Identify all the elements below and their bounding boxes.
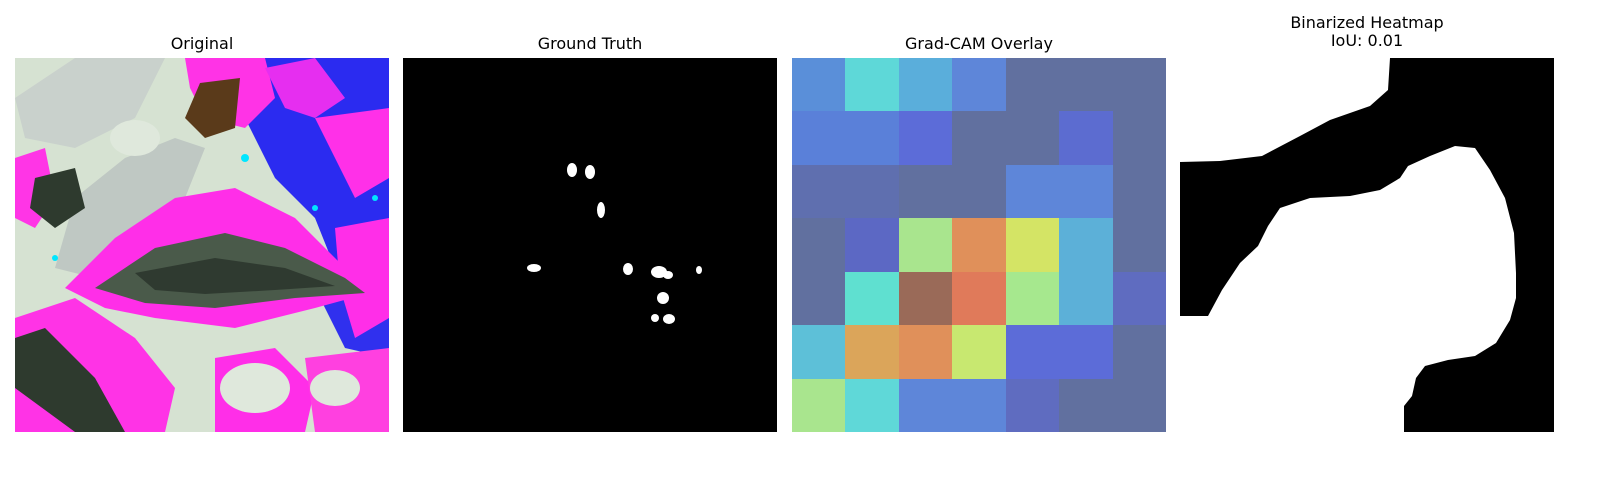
panel-ground-truth: Ground Truth — [403, 0, 777, 500]
heatmap-title: Binarized Heatmap — [1290, 13, 1444, 32]
gradcam-cell — [952, 271, 1006, 326]
gradcam-cell — [1005, 378, 1060, 432]
gradcam-cell — [898, 325, 953, 379]
gradcam-cell — [792, 271, 846, 326]
gradcam-cell — [898, 164, 953, 219]
gradcam-cell — [1005, 111, 1060, 165]
gradcam-cell — [1112, 378, 1166, 432]
gradcam-cell — [952, 111, 1006, 165]
gradcam-cell — [1059, 164, 1113, 219]
gradcam-cell — [898, 271, 953, 326]
gradcam-cell — [1112, 111, 1166, 165]
binarized-heatmap-mask — [1180, 58, 1554, 432]
gradcam-cell — [898, 378, 953, 432]
panel-original: Original — [15, 0, 389, 500]
gradcam-cell — [845, 111, 899, 165]
gradcam-cell — [1112, 58, 1166, 112]
gradcam-cell — [1059, 58, 1113, 112]
gradcam-cell — [1112, 325, 1166, 379]
gradcam-cell — [845, 378, 899, 432]
gradcam-cell — [952, 58, 1006, 112]
gradcam-cell — [792, 378, 846, 432]
panel-title: Grad-CAM Overlay — [905, 34, 1053, 53]
gradcam-cell — [1059, 378, 1113, 432]
gradcam-cell — [845, 218, 899, 272]
gradcam-cell — [1059, 218, 1113, 272]
original-image-art — [15, 58, 389, 432]
gradcam-cell — [1112, 271, 1166, 326]
gradcam-cell — [952, 218, 1006, 272]
gradcam-cell — [1059, 271, 1113, 326]
gradcam-cell — [1112, 164, 1166, 219]
gradcam-overlay — [792, 58, 1166, 432]
iou-label: IoU: 0.01 — [1330, 31, 1404, 50]
gradcam-cell — [792, 325, 846, 379]
gradcam-cell — [845, 271, 899, 326]
gradcam-cell — [1059, 111, 1113, 165]
gradcam-cell — [845, 164, 899, 219]
gradcam-cell — [1005, 325, 1060, 379]
gradcam-cell — [792, 218, 846, 272]
gradcam-cell — [1005, 218, 1060, 272]
gradcam-cell — [845, 58, 899, 112]
gradcam-cell — [792, 164, 846, 219]
gradcam-cell — [898, 218, 953, 272]
panel-title: Original — [170, 34, 234, 53]
gradcam-cell — [792, 58, 846, 112]
binarized-heatmap-art — [1180, 58, 1554, 432]
gradcam-cell — [898, 111, 953, 165]
original-image — [15, 58, 389, 432]
gradcam-cell — [845, 325, 899, 379]
gradcam-cell — [1112, 218, 1166, 272]
gradcam-cell — [1005, 271, 1060, 326]
ground-truth-mask — [403, 58, 777, 432]
panel-title: Ground Truth — [537, 34, 643, 53]
panel-title: Binarized Heatmap IoU: 0.01 — [1180, 14, 1554, 50]
gradcam-cell — [952, 164, 1006, 219]
gradcam-grid — [792, 58, 1166, 432]
gradcam-cell — [1005, 58, 1060, 112]
ground-truth-mask-art — [403, 58, 777, 432]
panel-binarized-heatmap: Binarized Heatmap IoU: 0.01 — [1180, 0, 1554, 500]
gradcam-cell — [898, 58, 953, 112]
gradcam-cell — [1005, 164, 1060, 219]
gradcam-cell — [952, 325, 1006, 379]
gradcam-cell — [952, 378, 1006, 432]
gradcam-cell — [792, 111, 846, 165]
panel-gradcam: Grad-CAM Overlay — [792, 0, 1166, 500]
gradcam-cell — [1059, 325, 1113, 379]
